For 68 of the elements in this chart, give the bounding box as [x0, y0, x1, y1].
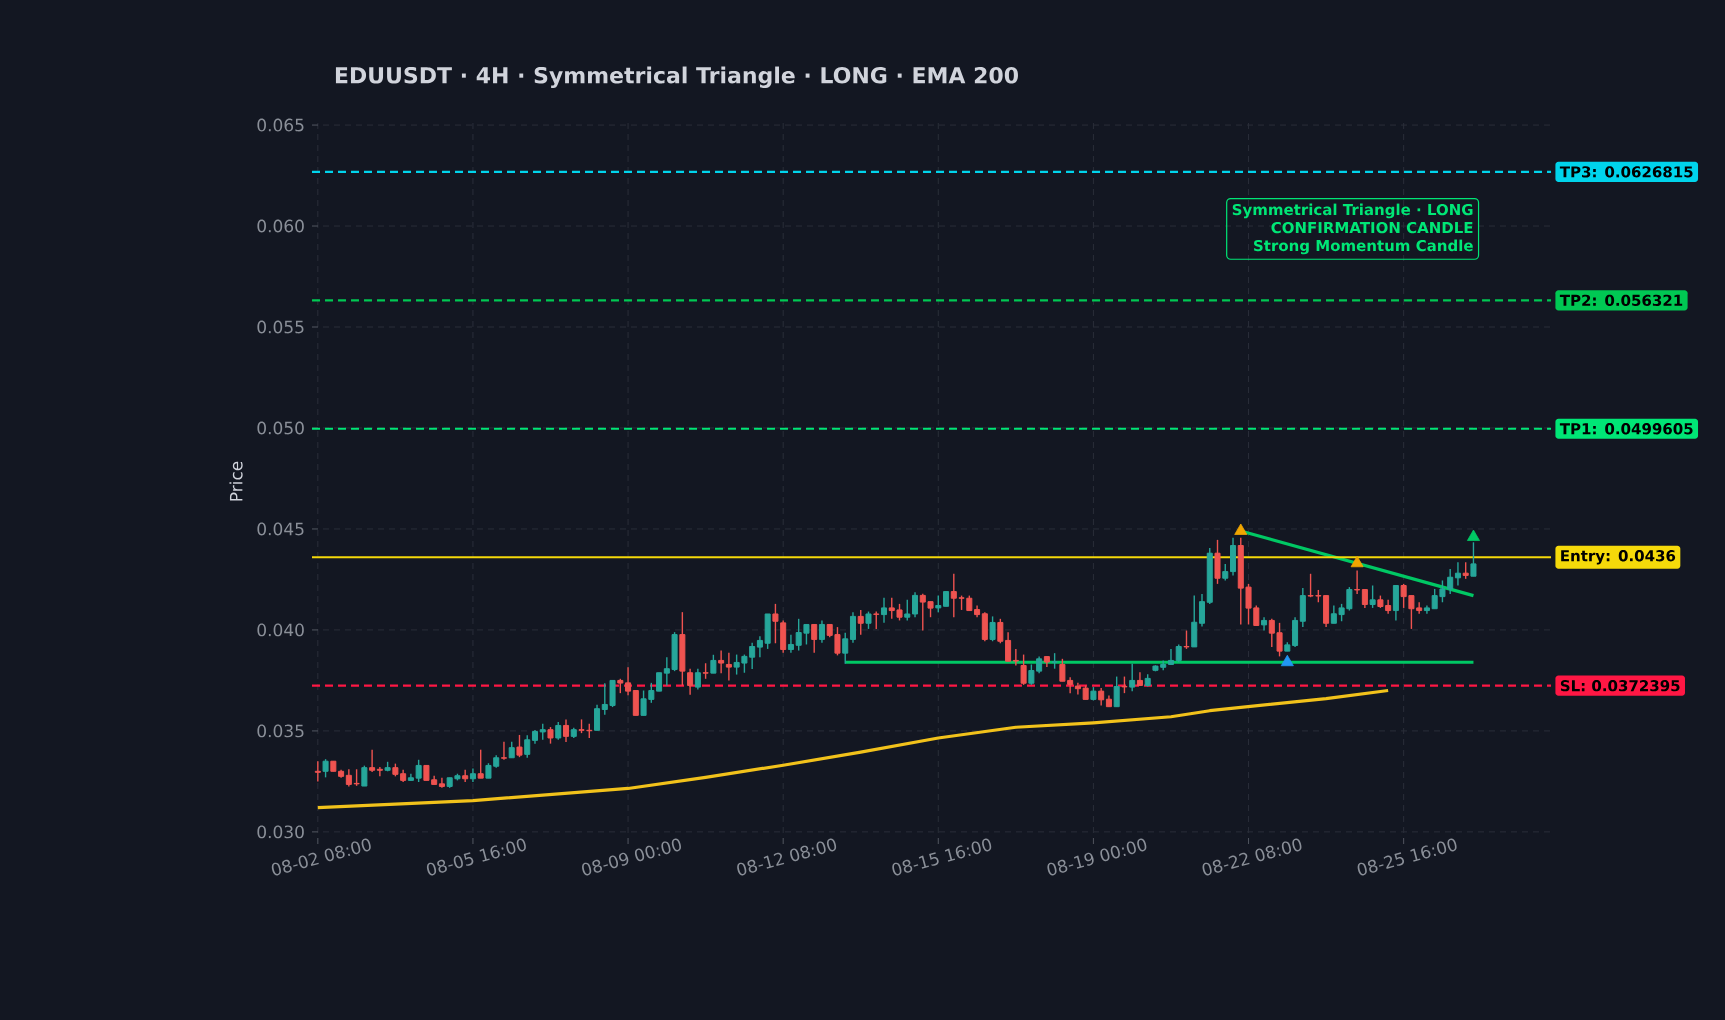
candlestick [1470, 541, 1477, 577]
candlestick [322, 758, 329, 779]
x-tick-label: 08-15 16:00 [892, 838, 992, 876]
y-tick-label: 0.040 [257, 623, 304, 637]
candlestick [376, 766, 383, 778]
candlestick [694, 668, 701, 691]
candlestick [687, 668, 694, 696]
annotation: CONFIRMATION CANDLE [1271, 221, 1473, 234]
candlestick [1369, 584, 1376, 609]
candlestick [1129, 662, 1136, 692]
y-tick-label: 0.030 [257, 825, 304, 839]
candlestick [1361, 588, 1368, 609]
x-tick-label: 08-19 00:00 [1047, 838, 1147, 876]
candlestick [625, 666, 632, 697]
candlestick [361, 764, 368, 787]
candlestick [857, 609, 864, 636]
candlestick [989, 615, 996, 642]
candlestick [725, 652, 732, 682]
candlestick [1183, 629, 1190, 650]
y-tick-label: 0.035 [257, 724, 304, 738]
x-tick-label: 08-02 08:00 [271, 838, 371, 876]
candlestick [1113, 675, 1120, 708]
candlestick [1012, 648, 1019, 667]
y-tick-label: 0.055 [257, 320, 304, 334]
candlestick [787, 634, 794, 654]
candlestick [1198, 593, 1206, 628]
y-tick-label: 0.060 [257, 219, 304, 233]
candlestick [500, 741, 507, 761]
candlestick [477, 748, 484, 779]
candlestick [1454, 561, 1461, 587]
candlestick [516, 734, 523, 758]
candlestick [594, 704, 601, 731]
candlestick [772, 603, 779, 644]
candlestick [718, 649, 725, 674]
ref-line-label: TP2: 0.056321 [1559, 294, 1683, 306]
ref-line-label: TP3: 0.0626815 [1559, 166, 1693, 178]
x-tick-label: 08-09 00:00 [582, 838, 681, 876]
candlestick [1020, 653, 1027, 686]
ref-line-label: Entry: 0.0436 [1561, 550, 1676, 565]
candlestick [880, 597, 888, 624]
x-tick-label: 08-25 16:00 [1357, 838, 1457, 876]
candlestick [912, 591, 919, 618]
y-tick-label: 0.045 [257, 522, 304, 536]
x-tick-label: 08-12 08:00 [737, 838, 837, 876]
candlestick [656, 672, 663, 692]
ref-line-label: SL: 0.0372395 [1560, 680, 1680, 692]
y-axis-title: Price [229, 461, 243, 501]
annotation: Symmetrical Triangle · LONG [1232, 203, 1473, 219]
candlestick [849, 611, 856, 644]
candlestick [818, 619, 825, 644]
candlestick [524, 734, 531, 759]
candlestick [710, 654, 717, 674]
candlestick [369, 748, 376, 773]
candlestick [1354, 569, 1361, 595]
candlestick [314, 760, 321, 783]
candlestick [462, 768, 469, 783]
candlestick [811, 623, 818, 654]
candlestick [904, 599, 911, 622]
candlestick [1167, 648, 1174, 666]
y-tick-label: 0.050 [257, 421, 304, 435]
y-tick-label: 0.065 [257, 118, 304, 132]
candlestick [842, 632, 849, 665]
annotation: Strong Momentum Candle [1254, 239, 1473, 255]
x-tick-label: 08-22 08:00 [1202, 838, 1302, 876]
ref-line-label: TP1: 0.0499605 [1559, 423, 1693, 435]
chart-title: EDUUSDT · 4H · Symmetrical Triangle · LONG · EMA 200 [335, 66, 1018, 88]
candlestick [562, 718, 570, 743]
x-tick-label: 08-05 16:00 [426, 838, 526, 876]
